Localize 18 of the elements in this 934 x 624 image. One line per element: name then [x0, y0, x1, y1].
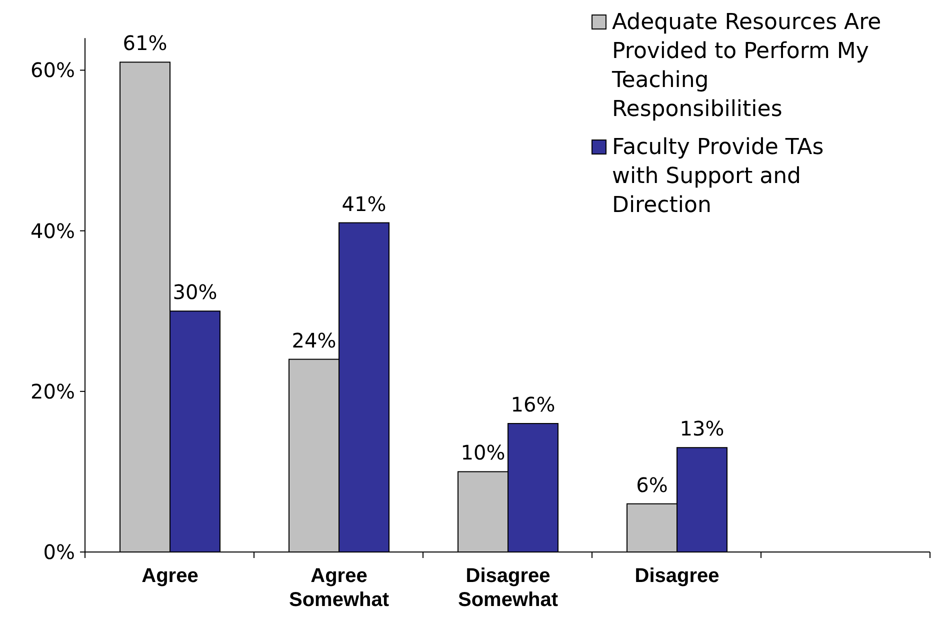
- y-tick-label: 60%: [30, 58, 75, 82]
- data-label: 61%: [122, 31, 168, 56]
- x-tick-label: Disagree: [634, 565, 720, 587]
- x-tick-label: Agree Somewhat: [288, 565, 390, 611]
- data-label: 16%: [510, 392, 556, 417]
- data-label: 41%: [342, 192, 386, 216]
- data-label: 24%: [292, 328, 336, 352]
- data-label: 10%: [460, 440, 506, 465]
- data-label: 6%: [636, 472, 668, 497]
- x-tick-label: Disagree Somewhat: [458, 565, 558, 611]
- y-tick-label: 20%: [30, 379, 75, 404]
- data-label: 13%: [680, 416, 724, 441]
- x-tick-label: Agree: [142, 565, 198, 587]
- legend-label: Adequate Resources Are Provided to Perform My Teaching Responsibilities: [611, 10, 882, 122]
- y-tick-label: 0%: [43, 540, 75, 564]
- y-tick-label: 40%: [30, 218, 75, 243]
- data-label: 30%: [172, 280, 218, 304]
- legend-label: Faculty Provide TAs with Support and Direction: [612, 135, 824, 218]
